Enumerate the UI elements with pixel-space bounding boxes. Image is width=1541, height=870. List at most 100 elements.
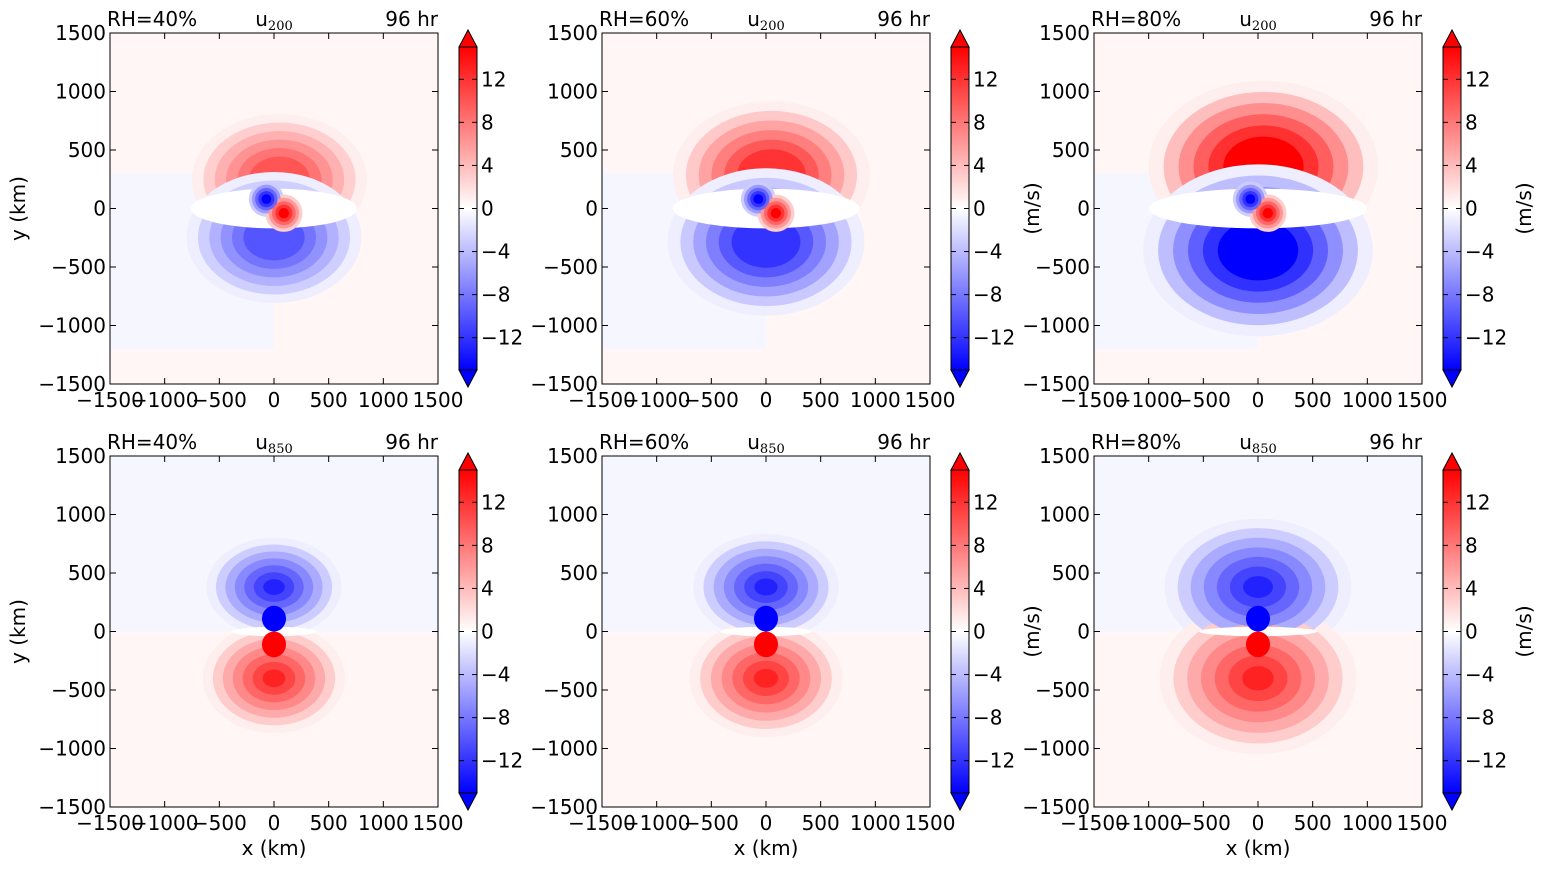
panel-variable-label: u200 (747, 7, 785, 34)
x-tick-label: 0 (268, 811, 281, 835)
y-tick-label: 1500 (547, 444, 598, 468)
colorbar-tick-label: 12 (481, 67, 506, 91)
colorbar-tick-label: −8 (973, 706, 1002, 730)
colorbar-tick-label: 8 (481, 110, 494, 134)
colorbar: 12 8 4 0 −4 −8 −12 (m/s) (950, 28, 1044, 389)
x-axis-label: x (km) (242, 836, 307, 860)
x-tick-label: 500 (802, 388, 840, 412)
colorbar-tick-label: 8 (973, 110, 986, 134)
colorbar-tick-label: 0 (1465, 197, 1478, 221)
colorbar-tick-label: −8 (481, 706, 510, 730)
colorbar-tick-label: −4 (973, 663, 1002, 687)
y-tick-label: 1500 (55, 444, 106, 468)
colorbar-tick-label: −4 (481, 240, 510, 264)
y-tick-label: 1000 (55, 503, 106, 527)
field-contours (602, 33, 930, 384)
y-tick-label: −500 (543, 678, 598, 702)
x-tick-label: −1500 (76, 388, 144, 412)
y-axis-label: y (km) (6, 599, 30, 664)
panel-time-label: 96 hr (1369, 7, 1422, 31)
colorbar-tick-label: −8 (973, 283, 1002, 307)
x-tick-label: −1000 (623, 811, 691, 835)
colorbar-label: (m/s) (1020, 182, 1044, 234)
x-tick-label: −1000 (131, 811, 199, 835)
colorbar-tick-label: −8 (1465, 706, 1494, 730)
x-tick-label: 500 (1294, 388, 1332, 412)
panel-3: −1500 1500 −1000 1000 −500 500 0 0 500 −500 1000 −1… (1022, 7, 1536, 412)
panel-variable-label: u200 (1239, 7, 1277, 34)
y-tick-label: −1000 (1022, 314, 1090, 338)
x-tick-label: 500 (310, 811, 348, 835)
panel-6: −1500 1500 −1000 1000 −500 500 0 0 500 −500 1000 −1… (1022, 430, 1536, 860)
colorbar-tick-label: 4 (973, 153, 986, 177)
panel-rh-label: RH=80% (1091, 7, 1181, 31)
colorbar-tick-label: 8 (481, 533, 494, 557)
panel-rh-label: RH=80% (1091, 430, 1181, 454)
y-tick-label: 0 (93, 197, 106, 221)
colorbar-tick-label: 0 (1465, 620, 1478, 644)
x-tick-label: −1000 (623, 388, 691, 412)
field-contours (110, 33, 438, 384)
y-tick-label: 0 (93, 620, 106, 644)
colorbar: 12 8 4 0 −4 −8 −12 (458, 28, 523, 389)
y-tick-label: 0 (1077, 620, 1090, 644)
panel-time-label: 96 hr (385, 430, 438, 454)
colorbar-tick-label: 8 (973, 533, 986, 557)
y-tick-label: 500 (1052, 561, 1090, 585)
panel-time-label: 96 hr (385, 7, 438, 31)
y-tick-label: −500 (543, 255, 598, 279)
x-tick-label: −500 (684, 388, 739, 412)
panel-4: −1500 1500 −1000 1000 −500 500 0 0 500 −500 1000 −1… (6, 430, 523, 860)
y-tick-label: 1000 (547, 503, 598, 527)
panel-variable-label: u200 (255, 7, 293, 34)
field-contours (110, 456, 438, 807)
panel-rh-label: RH=40% (107, 430, 197, 454)
colorbar-tick-label: 4 (481, 576, 494, 600)
field-contours (1094, 33, 1422, 384)
x-tick-label: 1000 (1342, 811, 1393, 835)
y-axis-label: y (km) (6, 176, 30, 241)
panel-variable-label: u850 (1239, 430, 1277, 457)
colorbar: 12 8 4 0 −4 −8 −12 (458, 451, 523, 812)
y-tick-label: 1500 (547, 21, 598, 45)
colorbar-tick-label: 12 (973, 490, 998, 514)
x-tick-label: 1000 (358, 388, 409, 412)
x-tick-label: 0 (1252, 811, 1265, 835)
x-tick-label: 1000 (1342, 388, 1393, 412)
y-tick-label: 500 (68, 561, 106, 585)
panel-time-label: 96 hr (1369, 430, 1422, 454)
colorbar-tick-label: −12 (1465, 749, 1507, 773)
panel-rh-label: RH=60% (599, 7, 689, 31)
x-tick-label: 1500 (1397, 811, 1448, 835)
x-tick-label: 1500 (905, 811, 956, 835)
y-tick-label: −500 (51, 678, 106, 702)
x-tick-label: −500 (192, 811, 247, 835)
y-tick-label: −1500 (1022, 795, 1090, 819)
panel-rh-label: RH=60% (599, 430, 689, 454)
y-tick-label: −500 (1035, 678, 1090, 702)
y-tick-label: 1500 (55, 21, 106, 45)
x-tick-label: 500 (802, 811, 840, 835)
colorbar-tick-label: −8 (481, 283, 510, 307)
colorbar-tick-label: −12 (973, 326, 1015, 350)
x-tick-label: 1500 (413, 388, 464, 412)
x-tick-label: 0 (760, 811, 773, 835)
colorbar-tick-label: 8 (1465, 110, 1478, 134)
colorbar-tick-label: 4 (973, 576, 986, 600)
y-tick-label: −1500 (38, 372, 106, 396)
x-tick-label: 1000 (850, 811, 901, 835)
x-tick-label: −1500 (1060, 388, 1128, 412)
x-tick-label: 0 (268, 388, 281, 412)
colorbar-label: (m/s) (1512, 182, 1536, 234)
colorbar-tick-label: −12 (481, 326, 523, 350)
y-tick-label: 1000 (1039, 503, 1090, 527)
y-tick-label: −1000 (1022, 737, 1090, 761)
x-tick-label: 500 (1294, 811, 1332, 835)
y-tick-label: 0 (585, 197, 598, 221)
x-tick-label: 1500 (905, 388, 956, 412)
panel-5: −1500 1500 −1000 1000 −500 500 0 0 500 −500 1000 −1… (530, 430, 1044, 860)
y-tick-label: 500 (68, 138, 106, 162)
colorbar-tick-label: −12 (973, 749, 1015, 773)
x-axis-label: x (km) (734, 836, 799, 860)
